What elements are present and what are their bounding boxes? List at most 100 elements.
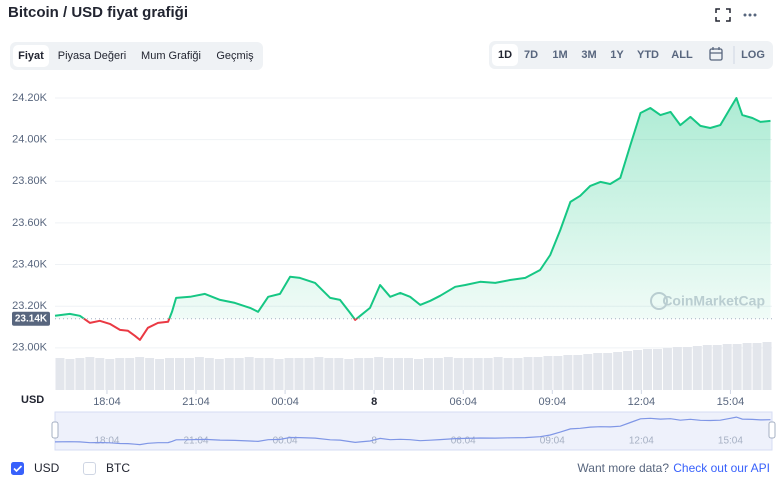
volume-bar [254, 358, 264, 390]
y-axis-label: USD [21, 394, 44, 406]
volume-bar [135, 357, 145, 390]
x-tick-label: 8 [371, 396, 377, 408]
volume-bar [643, 349, 652, 390]
range-button[interactable]: 7D [524, 49, 538, 61]
volume-bar [224, 358, 234, 390]
range-button[interactable]: YTD [637, 49, 659, 61]
volume-bar [443, 357, 453, 390]
volume-bar [314, 357, 324, 390]
volume-bar [633, 350, 643, 390]
volume-bar [175, 358, 184, 390]
volume-bar [85, 357, 95, 390]
range-button[interactable]: 1Y [610, 49, 624, 61]
tab[interactable]: Geçmiş [216, 50, 254, 62]
volume-bar [125, 358, 135, 390]
volume-bar [493, 357, 503, 390]
volume-bar [145, 358, 155, 390]
scale-button[interactable]: LOG [741, 49, 765, 61]
volume-bar [234, 358, 244, 390]
volume-bar [115, 358, 125, 390]
volume-bar [692, 346, 702, 390]
navigator-tick-label: 8 [371, 436, 377, 447]
price-area [55, 98, 771, 319]
x-tick-label: 00:04 [271, 396, 299, 408]
calendar-icon[interactable] [709, 47, 723, 61]
navigator-handle[interactable] [768, 421, 776, 439]
volume-bar [304, 358, 314, 390]
reference-label-bg [12, 311, 50, 326]
checkbox-checked[interactable] [11, 462, 24, 475]
chart: 23.00K 23.20K 23.40K 23.60K 23.80K 24.00K 24.2… [12, 92, 776, 451]
volume-bar [204, 358, 214, 390]
checkbox[interactable] [83, 462, 96, 475]
volume-bar [334, 358, 344, 390]
x-tick-label: 09:04 [539, 396, 567, 408]
volume-bar [553, 356, 563, 390]
volume-bar [394, 358, 404, 390]
volume-bar [324, 358, 334, 390]
volume-bar [374, 357, 384, 390]
range-button[interactable]: 1M [552, 49, 567, 61]
volume-bar [483, 358, 493, 390]
volume-bar [384, 358, 394, 390]
navigator-tick-label: 18:04 [94, 436, 119, 447]
navigator-tick-label: 00:04 [273, 436, 298, 447]
volume-bar [55, 358, 65, 390]
navigator [54, 411, 773, 451]
title: Bitcoin / USD fiyat grafiği [8, 4, 188, 21]
volume-bar [653, 349, 662, 390]
x-tick-label: 15:04 [717, 396, 745, 408]
tab[interactable]: Fiyat [18, 50, 44, 62]
navigator-handle[interactable] [51, 421, 59, 439]
range-button[interactable]: 3M [581, 49, 596, 61]
volume-bar [623, 351, 633, 390]
volume-bar [423, 358, 433, 390]
check-mark [13, 465, 23, 473]
volume-bar [742, 343, 752, 390]
api-link[interactable]: Check out our API [673, 461, 770, 475]
tab[interactable]: Piyasa Değeri [58, 50, 126, 62]
price-line [54, 97, 771, 341]
volume-bar [473, 358, 483, 390]
volume-bar [284, 358, 294, 390]
volume-bar [344, 359, 354, 390]
volume-bar [593, 353, 603, 390]
currency-label[interactable]: BTC [106, 461, 130, 475]
volume-bar [513, 358, 523, 390]
navigator-tick-label: 06:04 [451, 436, 476, 447]
y-tick-label: 23.20K [12, 300, 48, 312]
y-tick-label: 24.20K [12, 92, 48, 104]
volume-bar [244, 357, 254, 390]
volume-bar [463, 358, 473, 390]
tab-bar [10, 42, 263, 70]
volume-bar [274, 359, 284, 390]
volume-bar [503, 358, 513, 390]
volume-bar [404, 358, 413, 390]
currency-label[interactable]: USD [34, 461, 60, 475]
y-tick-label: 24.00K [12, 134, 48, 146]
volume-bar [563, 355, 573, 390]
volume-bar [662, 348, 672, 390]
range-bar [489, 41, 773, 69]
more-icon[interactable] [743, 13, 757, 17]
navigator-line [54, 416, 771, 446]
reference-label: 23.14K [15, 313, 48, 324]
navigator-tick-label: 15:04 [718, 436, 743, 447]
volume-bar [752, 343, 762, 390]
expand-icon[interactable] [715, 8, 731, 22]
tab[interactable]: Mum Grafiği [141, 50, 201, 62]
navigator-tick-label: 12:04 [629, 436, 654, 447]
volume-bar [533, 357, 543, 390]
volume-bar [105, 359, 115, 390]
volume-bar [75, 358, 85, 390]
volume-bar [603, 353, 613, 390]
volume-bar [453, 358, 463, 390]
range-button[interactable]: 1D [498, 49, 512, 61]
volume-bar [682, 347, 692, 390]
range-button[interactable]: ALL [671, 49, 693, 61]
volume-bar [194, 357, 204, 390]
volume-bar [155, 359, 165, 390]
volume-bar [762, 342, 772, 390]
volume-bar [354, 358, 364, 390]
volume-bar [414, 359, 423, 390]
